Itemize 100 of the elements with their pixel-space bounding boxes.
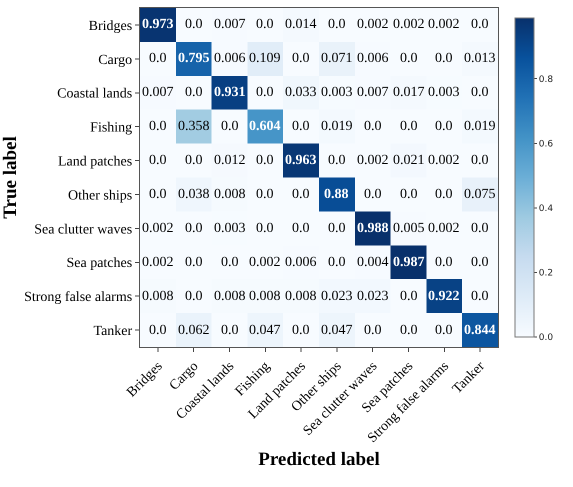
data-label: 0.006: [214, 51, 246, 66]
data-label: 0.0: [328, 221, 346, 236]
data-label: 0.88: [324, 187, 348, 202]
data-label: 0.922: [428, 289, 460, 304]
data-label: 0.0: [185, 255, 202, 270]
data-label: 0.019: [321, 119, 352, 134]
y-tick-label: Land patches: [58, 154, 132, 170]
data-label: 0.002: [142, 221, 174, 236]
data-label: 0.002: [393, 17, 424, 32]
data-label: 0.0: [256, 153, 274, 168]
data-label: 0.017: [393, 85, 424, 100]
color-bar-label: 0.2: [538, 268, 554, 279]
y-tick-label: Bridges: [88, 18, 132, 34]
data-label: 0.006: [285, 255, 316, 270]
data-label: 0.0: [221, 119, 238, 134]
data-label: 0.0: [292, 221, 310, 236]
data-label: 0.003: [321, 85, 352, 100]
data-label: 0.0: [400, 119, 418, 134]
data-label: 0.021: [393, 153, 424, 168]
data-label: 0.0: [149, 119, 166, 134]
data-label: 0.0: [292, 51, 310, 66]
data-label: 0.002: [249, 255, 280, 270]
y-tick-label: Sea clutter waves: [34, 222, 132, 238]
data-label: 0.0: [364, 187, 382, 202]
data-label: 0.988: [357, 221, 388, 236]
data-label: 0.023: [321, 289, 352, 304]
data-label: 0.0: [328, 17, 346, 32]
data-label: 0.0: [256, 17, 274, 32]
data-label: 0.0: [364, 119, 382, 134]
x-axis-title: Predicted label: [258, 448, 380, 470]
data-label: 0.963: [285, 153, 316, 168]
data-label: 0.062: [178, 323, 210, 338]
data-label: 0.002: [428, 153, 460, 168]
data-label: 0.006: [357, 51, 388, 66]
data-label: 0.0: [185, 17, 202, 32]
data-label: 0.987: [393, 255, 424, 270]
data-label: 0.0: [256, 85, 274, 100]
data-label: 0.0: [292, 187, 310, 202]
data-label: 0.014: [285, 17, 316, 32]
data-label: 0.0: [256, 187, 274, 202]
data-label: 0.0: [221, 323, 238, 338]
data-label: 0.002: [357, 153, 388, 168]
data-label: 0.0: [149, 51, 166, 66]
data-label: 0.795: [178, 51, 210, 66]
data-label: 0.0: [435, 255, 452, 270]
y-tick-label: Sea patches: [66, 256, 132, 272]
data-label: 0.0: [364, 323, 382, 338]
data-label: 0.0: [471, 255, 488, 270]
data-label: 0.075: [464, 187, 496, 202]
color-bar-label: 0.4: [538, 204, 554, 214]
data-label: 0.038: [178, 187, 210, 202]
data-label: 0.0: [149, 323, 166, 338]
data-label: 0.0: [471, 17, 488, 32]
data-label: 0.0: [471, 221, 488, 236]
data-label: 0.0: [471, 153, 488, 168]
data-label: 0.005: [393, 221, 424, 236]
data-label: 0.002: [142, 255, 174, 270]
data-label: 0.019: [464, 119, 496, 134]
data-label: 0.0: [328, 153, 346, 168]
data-label: 0.0: [400, 289, 418, 304]
data-label: 0.013: [464, 51, 496, 66]
data-label: 0.358: [178, 119, 210, 134]
y-tick-label: Other ships: [68, 188, 132, 204]
data-label: 0.0: [221, 255, 238, 270]
data-label: 0.0: [292, 119, 310, 134]
data-label: 0.033: [285, 85, 316, 100]
data-label: 0.0: [328, 255, 346, 270]
data-label: 0.0: [149, 153, 166, 168]
y-tick-label: Coastal lands: [57, 86, 132, 102]
data-label: 0.0: [256, 221, 274, 236]
y-tick-label: Strong false alarms: [24, 290, 132, 306]
data-label: 0.008: [214, 187, 246, 202]
data-label: 0.003: [214, 221, 246, 236]
color-bar-label: 0.6: [538, 139, 554, 150]
data-label: 0.604: [249, 119, 280, 134]
data-label: 0.003: [428, 85, 460, 100]
color-bar-label: 0.0: [538, 333, 554, 344]
data-label: 0.002: [428, 17, 460, 32]
data-label: 0.002: [428, 221, 460, 236]
data-label: 0.002: [357, 17, 388, 32]
data-label: 0.0: [400, 51, 418, 66]
data-label: 0.047: [321, 323, 352, 338]
data-label: 0.0: [185, 221, 202, 236]
color-bar-label: 0.8: [538, 74, 554, 85]
data-label: 0.008: [249, 289, 280, 304]
data-label: 0.0: [435, 119, 452, 134]
data-label: 0.0: [435, 187, 452, 202]
data-label: 0.008: [142, 289, 174, 304]
data-label: 0.023: [357, 289, 388, 304]
y-axis-title: True label: [0, 136, 21, 219]
data-label: 0.007: [357, 85, 388, 100]
data-label: 0.973: [142, 17, 174, 32]
data-label: 0.004: [357, 255, 388, 270]
data-label: 0.0: [471, 85, 488, 100]
data-label: 0.931: [214, 85, 246, 100]
data-label: 0.0: [185, 85, 202, 100]
data-label: 0.0: [400, 187, 418, 202]
y-tick-label: Cargo: [98, 52, 132, 68]
data-label: 0.844: [464, 323, 496, 338]
data-label: 0.0: [471, 289, 488, 304]
